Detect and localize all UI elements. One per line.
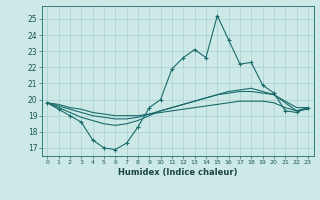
X-axis label: Humidex (Indice chaleur): Humidex (Indice chaleur) [118,168,237,177]
